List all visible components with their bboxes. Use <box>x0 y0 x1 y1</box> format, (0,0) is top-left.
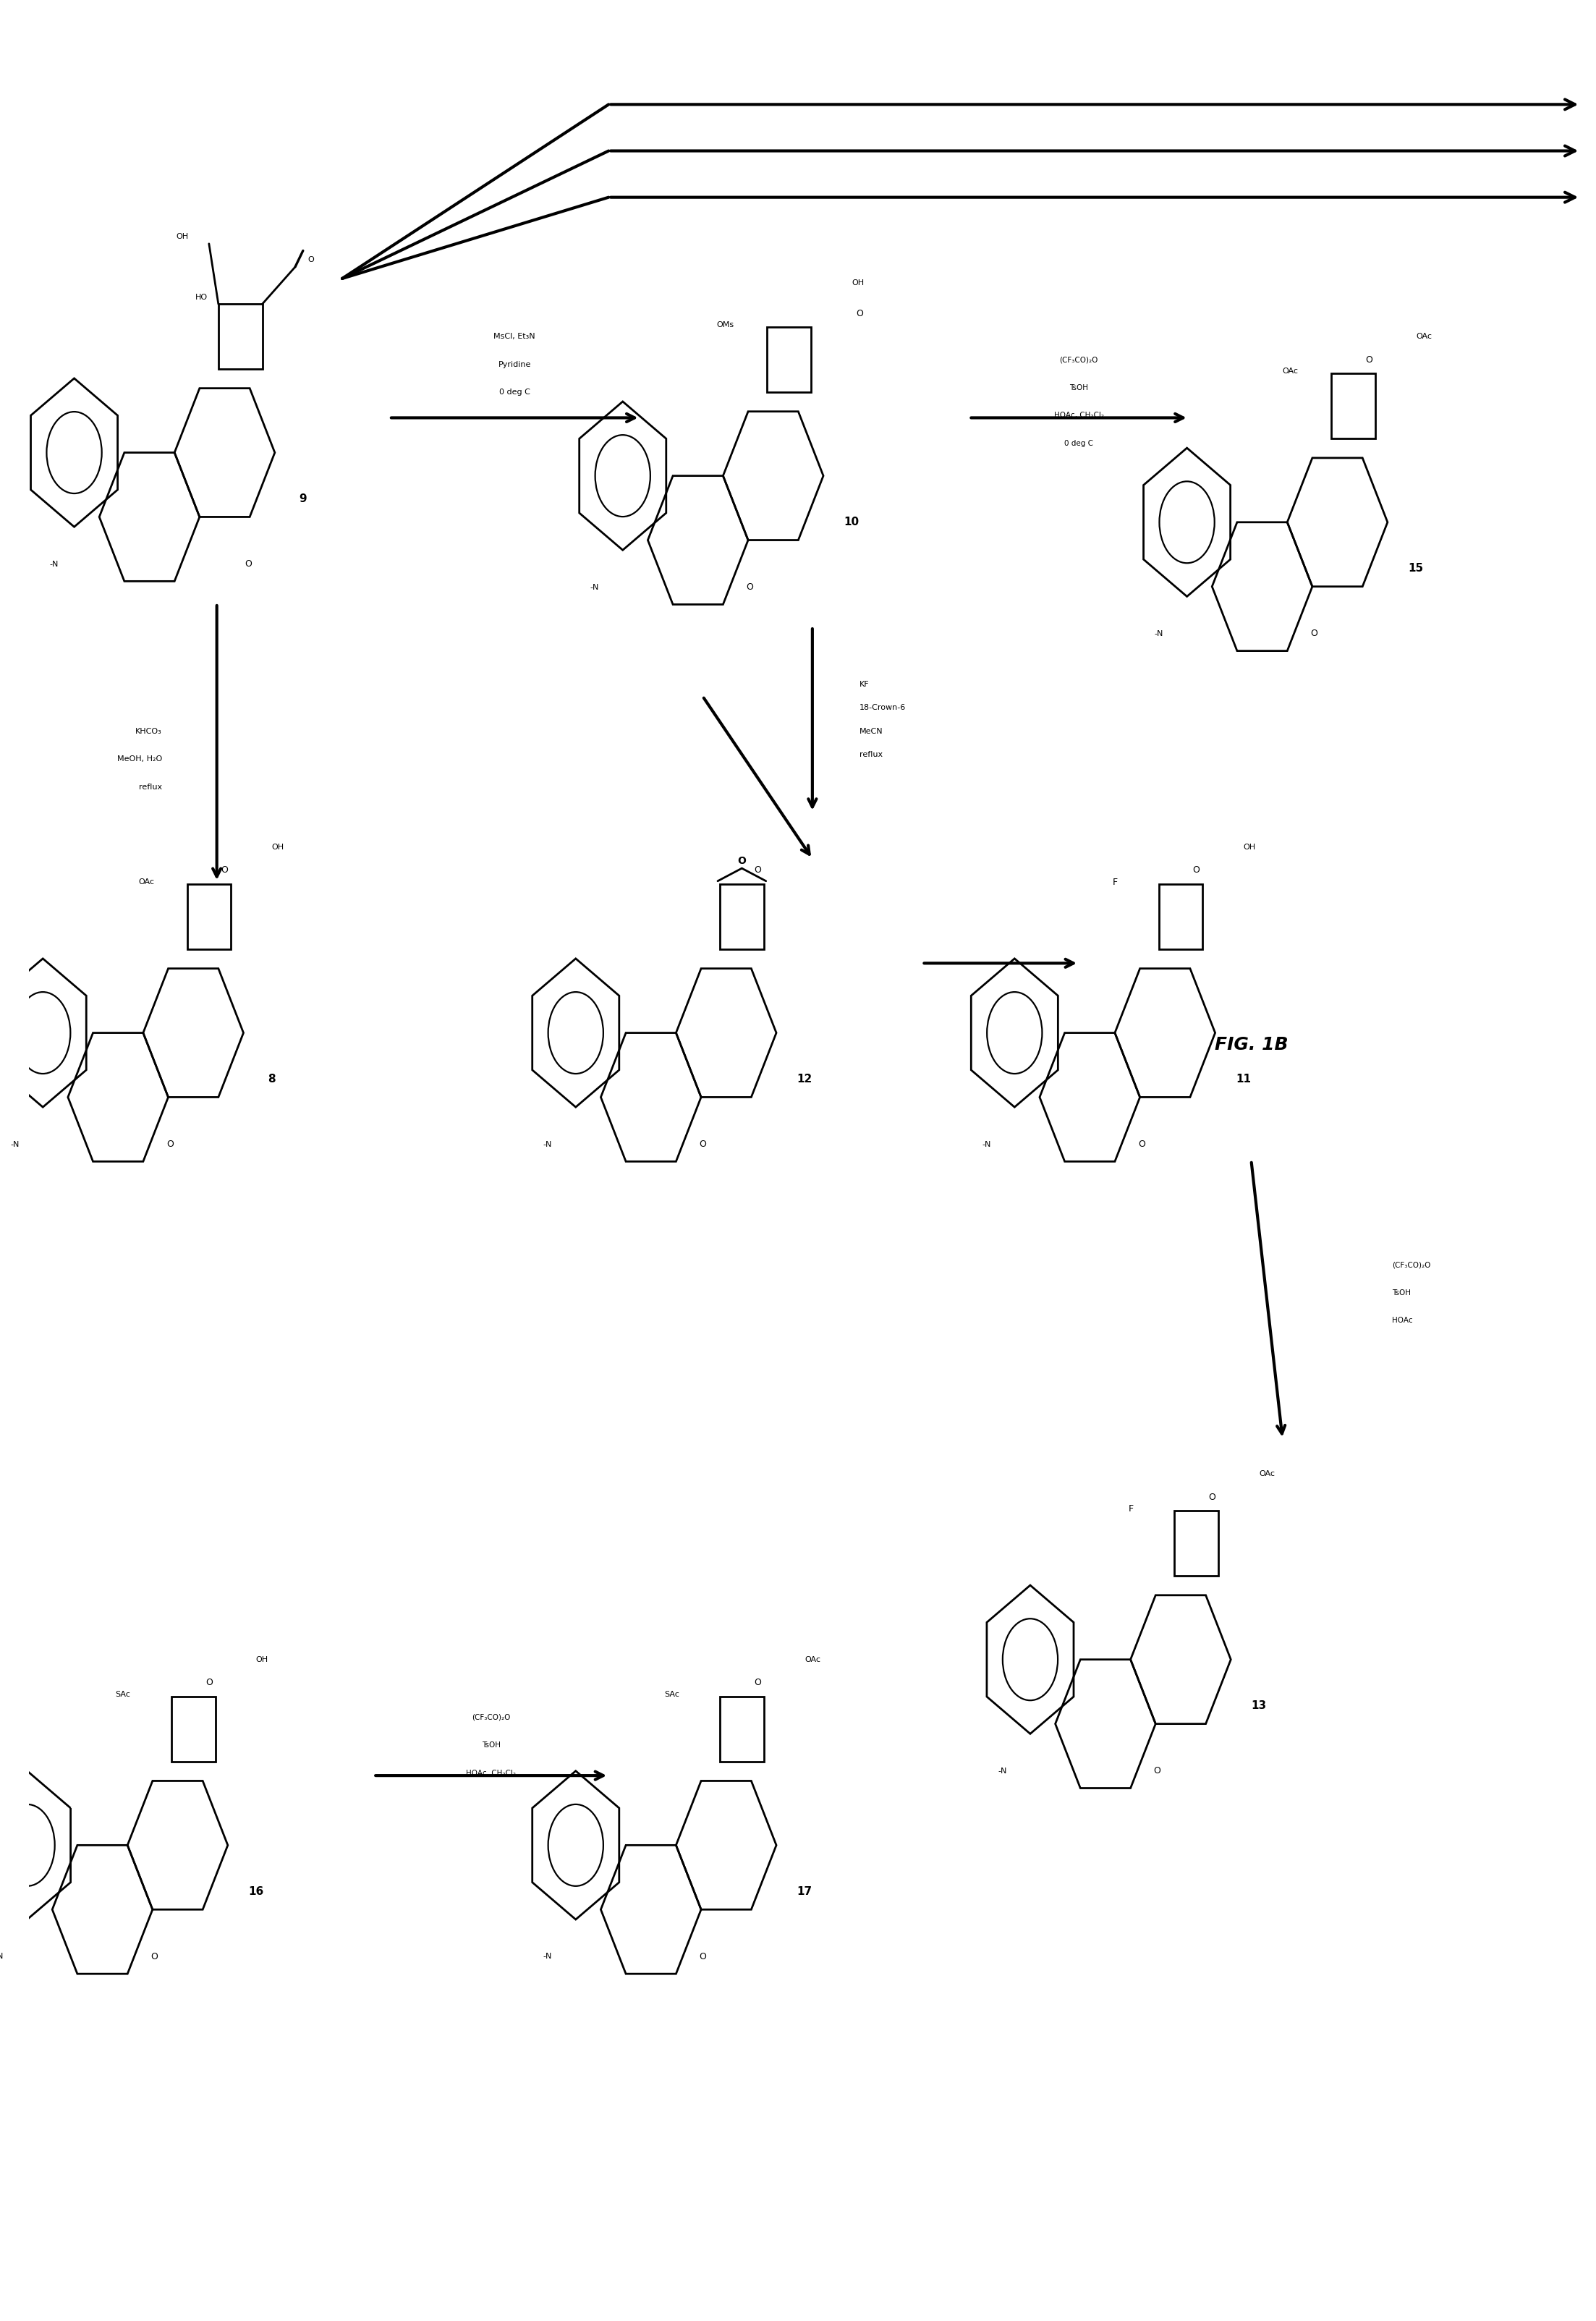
Text: 11: 11 <box>1235 1075 1251 1084</box>
Text: -N: -N <box>543 1952 552 1961</box>
Text: (CF₃CO)₂O: (CF₃CO)₂O <box>472 1713 511 1722</box>
Text: 15: 15 <box>1408 564 1424 573</box>
Text: TsOH: TsOH <box>1392 1288 1411 1297</box>
Text: 9: 9 <box>298 494 306 504</box>
Text: HO: HO <box>195 292 207 302</box>
Text: -N: -N <box>1154 629 1163 638</box>
Text: 0 deg C: 0 deg C <box>1065 439 1093 448</box>
Text: Pyridine: Pyridine <box>498 360 531 369</box>
Text: O: O <box>699 1952 707 1961</box>
Text: O: O <box>222 866 228 875</box>
Text: -N: -N <box>998 1766 1007 1776</box>
Text: O: O <box>150 1952 158 1961</box>
Text: 0 deg C: 0 deg C <box>500 388 530 397</box>
Text: -N: -N <box>591 583 598 592</box>
Text: TsOH: TsOH <box>482 1741 501 1750</box>
Text: OAc: OAc <box>1416 332 1432 341</box>
Text: O: O <box>1154 1766 1160 1776</box>
Text: O: O <box>737 856 747 866</box>
Text: 18-Crown-6: 18-Crown-6 <box>859 703 907 713</box>
Text: KHCO₃: KHCO₃ <box>136 726 161 736</box>
Text: TsOH: TsOH <box>1069 383 1088 392</box>
Text: O: O <box>244 559 252 569</box>
Text: -N: -N <box>543 1140 552 1149</box>
Text: OH: OH <box>271 843 284 852</box>
Text: MeCN: MeCN <box>859 726 883 736</box>
Text: 8: 8 <box>268 1075 276 1084</box>
Text: 17: 17 <box>796 1887 812 1896</box>
Text: KF: KF <box>859 680 870 689</box>
Text: O: O <box>1192 866 1200 875</box>
Text: -N: -N <box>49 559 59 569</box>
Text: -N: -N <box>982 1140 991 1149</box>
Text: O: O <box>308 255 314 265</box>
Text: HOAc, CH₂Cl₂: HOAc, CH₂Cl₂ <box>1053 411 1104 420</box>
Text: O: O <box>857 309 863 318</box>
Text: O: O <box>1208 1492 1216 1502</box>
Text: HOAc, CH₂Cl₂: HOAc, CH₂Cl₂ <box>466 1769 516 1778</box>
Text: OH: OH <box>1243 843 1256 852</box>
Text: F: F <box>1128 1504 1133 1513</box>
Text: SAc: SAc <box>664 1690 680 1699</box>
Text: (CF₃CO)₂O: (CF₃CO)₂O <box>1060 355 1098 364</box>
Text: O: O <box>753 866 761 875</box>
Text: reflux: reflux <box>859 750 883 759</box>
Text: -N: -N <box>11 1140 19 1149</box>
Text: 10: 10 <box>844 518 859 527</box>
Text: 16: 16 <box>249 1887 263 1896</box>
Text: OH: OH <box>255 1655 268 1664</box>
Text: reflux: reflux <box>139 782 161 791</box>
Text: OAc: OAc <box>1259 1469 1275 1478</box>
Text: MsCl, Et₃N: MsCl, Et₃N <box>493 332 535 341</box>
Text: OAc: OAc <box>804 1655 820 1664</box>
Text: OAc: OAc <box>1282 367 1298 376</box>
Text: HOAc: HOAc <box>1392 1316 1412 1325</box>
Text: (CF₃CO)₂O: (CF₃CO)₂O <box>1392 1260 1432 1270</box>
Text: 13: 13 <box>1251 1701 1267 1711</box>
Text: MeOH, H₂O: MeOH, H₂O <box>117 754 161 764</box>
Text: F: F <box>1112 877 1117 887</box>
Text: O: O <box>753 1678 761 1687</box>
Text: SAc: SAc <box>115 1690 131 1699</box>
Text: O: O <box>699 1140 707 1149</box>
Text: 12: 12 <box>796 1075 812 1084</box>
Text: OMs: OMs <box>717 320 734 330</box>
Text: O: O <box>1365 355 1373 364</box>
Text: -N: -N <box>0 1952 3 1961</box>
Text: O: O <box>1138 1140 1144 1149</box>
Text: FIG. 1B: FIG. 1B <box>1215 1035 1288 1054</box>
Text: OH: OH <box>176 232 188 241</box>
Text: OH: OH <box>852 279 863 288</box>
Text: O: O <box>206 1678 212 1687</box>
Text: O: O <box>166 1140 174 1149</box>
Text: O: O <box>1310 629 1317 638</box>
Text: OAc: OAc <box>139 877 155 887</box>
Text: O: O <box>745 583 753 592</box>
